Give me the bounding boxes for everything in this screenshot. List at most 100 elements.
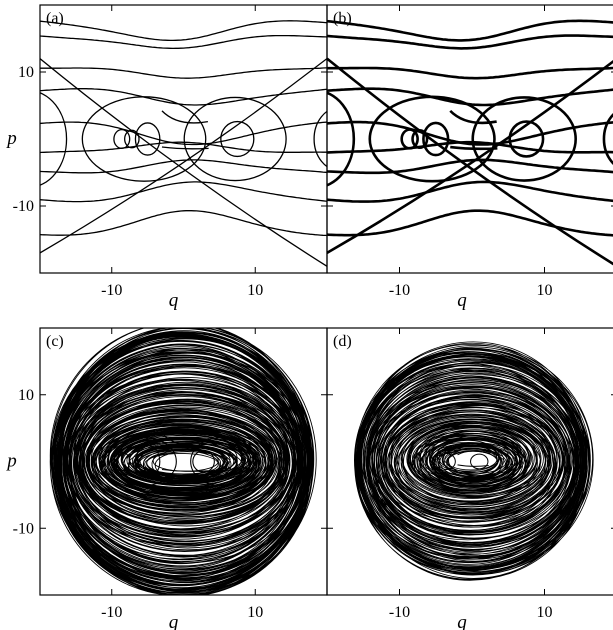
x-tick-label: 10 xyxy=(247,604,263,621)
orbit-loop xyxy=(422,121,450,157)
orbit-loop xyxy=(400,128,419,150)
trajectory-line xyxy=(40,141,327,154)
x-tick-label: -10 xyxy=(101,282,122,299)
axes-frame xyxy=(326,327,613,596)
core-orbit xyxy=(457,450,491,456)
trajectory-line xyxy=(40,181,327,203)
trajectory-line xyxy=(40,88,327,106)
trajectory-line xyxy=(327,19,613,42)
trajectory-line xyxy=(327,60,613,255)
series-core xyxy=(457,450,491,467)
panel-c: (c) -10 10 10 -10 q p xyxy=(5,327,328,630)
trajectory-line xyxy=(327,66,613,80)
x-tick-label: 10 xyxy=(537,282,553,299)
trajectory-line xyxy=(327,158,613,175)
panel-label: (a) xyxy=(46,10,64,27)
orbit-loop xyxy=(134,444,161,479)
series-dense-rings xyxy=(354,341,594,581)
orbit-loop xyxy=(508,120,545,158)
series-diagonal xyxy=(327,57,613,266)
x-tick-label: -10 xyxy=(101,604,122,621)
series-core xyxy=(161,110,209,150)
orbit-loop xyxy=(411,128,429,150)
trajectory-line xyxy=(40,121,327,146)
core-orbit xyxy=(457,464,489,467)
orbit-loop xyxy=(124,129,140,149)
plot-area xyxy=(40,20,327,267)
series-diagonal xyxy=(40,58,327,267)
series-loop xyxy=(327,91,613,187)
trajectory-line xyxy=(40,67,327,79)
panel-label: (b) xyxy=(333,10,352,27)
ring-band xyxy=(354,341,594,581)
panel-d: (d) -10 10 q xyxy=(326,327,613,630)
core-orbit xyxy=(161,146,209,150)
x-axis-label: q xyxy=(457,612,467,630)
orbit-loop xyxy=(446,450,498,473)
series-dense-rings xyxy=(49,328,317,595)
trajectory-line xyxy=(40,34,327,50)
orbit-loop xyxy=(111,436,177,487)
orbit-loop xyxy=(40,92,68,186)
trajectory-line xyxy=(40,58,327,254)
orbit-loop xyxy=(368,95,496,183)
orbit-loop xyxy=(81,96,207,182)
x-tick-label: -10 xyxy=(389,604,410,621)
series-core xyxy=(161,433,209,472)
ring-band xyxy=(376,394,570,531)
panel-label: (c) xyxy=(46,333,64,350)
orbit-loop xyxy=(113,128,131,150)
y-tick-label: -10 xyxy=(13,198,34,215)
axes-frame xyxy=(326,4,613,274)
x-axis-label: q xyxy=(457,290,467,311)
orbit-loop xyxy=(113,451,131,472)
y-tick-label: -10 xyxy=(13,520,34,537)
trajectory-line xyxy=(327,120,613,146)
trajectory-line xyxy=(327,57,613,266)
ring-band xyxy=(49,328,317,595)
series-loop xyxy=(431,446,513,477)
orbit-loop xyxy=(190,436,252,487)
x-tick-label: 10 xyxy=(537,604,553,621)
y-tick-label: 10 xyxy=(18,387,34,404)
trajectory-line xyxy=(40,58,327,267)
orbit-loop xyxy=(192,450,215,473)
series-horizontal-band xyxy=(327,19,613,237)
x-tick-label: -10 xyxy=(389,282,410,299)
panel-a: (a) -10 10 10 -10 q p xyxy=(5,4,328,311)
orbit-loop xyxy=(470,453,489,470)
trajectory-line xyxy=(327,180,613,203)
plot-area xyxy=(354,341,594,581)
series-loop xyxy=(40,92,327,186)
trajectory-line xyxy=(327,34,613,50)
plot-area xyxy=(49,328,317,595)
y-tick-label: 10 xyxy=(18,64,34,81)
trajectory-line xyxy=(40,159,327,174)
plot-area xyxy=(327,19,613,266)
core-orbit xyxy=(161,433,208,447)
x-tick-label: 10 xyxy=(247,282,263,299)
trajectory-line xyxy=(40,20,327,42)
series-horizontal-band xyxy=(40,20,327,237)
orbit-loop xyxy=(183,96,287,182)
orbit-loop xyxy=(327,91,356,187)
orbit-loop xyxy=(471,96,577,182)
core-orbit xyxy=(449,109,497,125)
core-orbit xyxy=(450,145,498,151)
trajectory-line xyxy=(40,210,327,237)
series-loop xyxy=(111,436,252,487)
core-orbit xyxy=(161,110,209,124)
series-core xyxy=(449,109,498,151)
orbit-loop xyxy=(437,452,456,471)
y-axis-label: p xyxy=(5,128,17,149)
orbit-loop xyxy=(134,122,161,156)
orbit-loop xyxy=(313,110,327,168)
orbit-loop xyxy=(431,446,513,477)
y-axis-label: p xyxy=(5,451,17,472)
trajectory-line xyxy=(327,209,613,237)
panel-label: (d) xyxy=(333,333,352,350)
axes-frame xyxy=(39,4,328,274)
orbit-loop xyxy=(220,120,255,158)
orbit-loop xyxy=(602,113,613,165)
